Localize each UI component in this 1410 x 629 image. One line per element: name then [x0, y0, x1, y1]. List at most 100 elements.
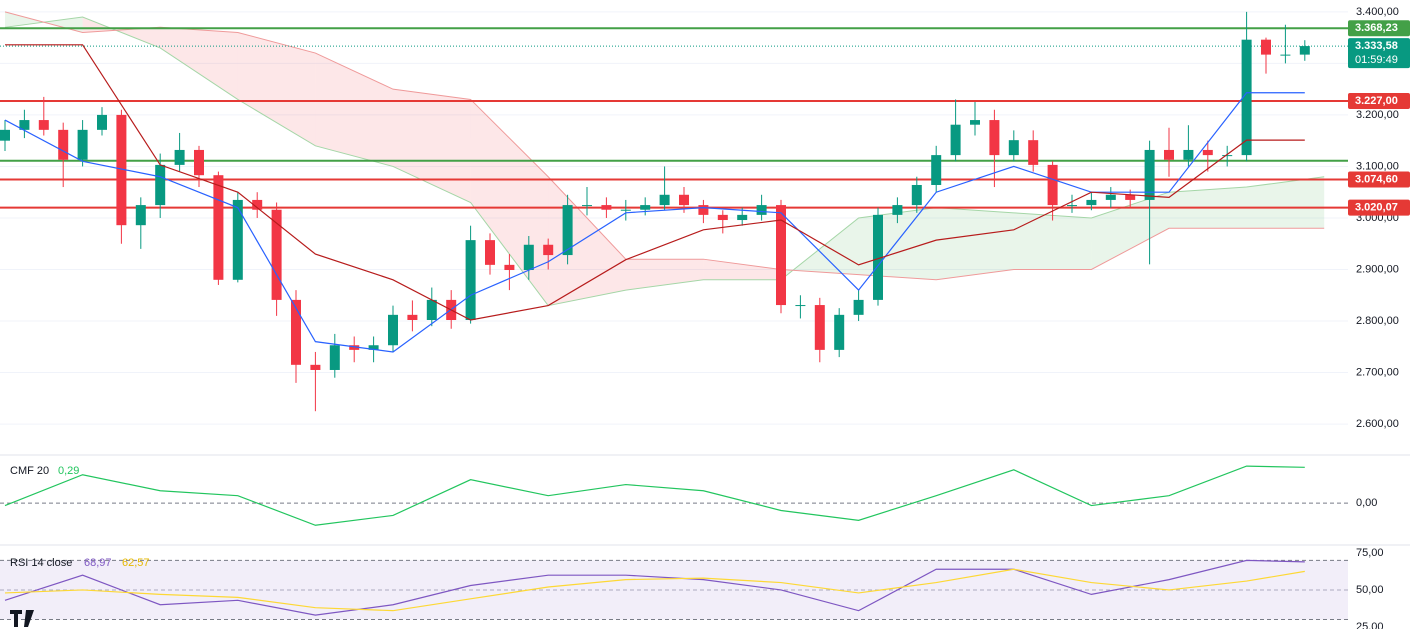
candle-body: [329, 345, 340, 370]
candle-body: [310, 364, 321, 370]
cmf-title: CMF 20: [10, 465, 49, 477]
indicator-line: [4, 559, 1305, 616]
y-tick-label: 75,00: [1356, 547, 1384, 559]
candle-body: [698, 205, 709, 215]
candle-body: [38, 120, 49, 130]
cmf-value: 0,29: [58, 465, 79, 477]
y-tick-label: 3.200,00: [1356, 109, 1399, 121]
candle-body: [194, 149, 204, 176]
y-tick-label: 25,00: [1356, 621, 1384, 629]
level-label-box: [1348, 92, 1410, 109]
y-tick-label: 2.600,00: [1356, 418, 1399, 430]
candle-body: [1241, 39, 1252, 156]
indicator-line: [5, 44, 1305, 321]
candle-body: [388, 314, 398, 346]
y-tick-label: 2.900,00: [1356, 263, 1399, 275]
candle-body: [1222, 155, 1233, 157]
candle-body: [252, 199, 263, 210]
cloud-segment: [1246, 176, 1325, 229]
indicator-line: [4, 92, 1305, 353]
countdown: 01:59:49: [1355, 54, 1398, 66]
candle-body: [349, 345, 360, 350]
candle-body: [814, 305, 825, 350]
candle-body: [679, 194, 689, 206]
candle-body: [1028, 140, 1039, 165]
cloud-segment: [936, 207, 1014, 280]
level-label: 3.368,23: [1355, 22, 1398, 34]
candle-body: [1164, 149, 1174, 160]
candle-body: [19, 120, 30, 130]
indicator-line: [4, 568, 1305, 612]
candle-body: [931, 155, 942, 185]
candle-body: [485, 240, 495, 265]
candle-body: [834, 314, 845, 350]
level-label-box: [1348, 20, 1410, 37]
candle-body: [873, 214, 883, 300]
cloud-segment: [237, 32, 316, 146]
candle-body: [1280, 54, 1291, 56]
candle-body: [989, 120, 1000, 156]
candle-body: [582, 205, 592, 207]
candle-body: [523, 244, 534, 271]
candle-body: [892, 205, 903, 215]
cloud-segment: [1013, 212, 1092, 270]
candle-body: [1183, 149, 1194, 160]
rsi-value: 68,97: [84, 557, 112, 569]
candle-body: [601, 205, 612, 210]
rsi-title: RSI 14 close: [10, 557, 72, 569]
candle-body: [232, 199, 243, 280]
last-price-box: [1348, 38, 1410, 69]
candle-body: [504, 264, 515, 271]
candle-body: [0, 129, 10, 141]
candle-body: [562, 205, 573, 256]
candle-body: [1047, 164, 1058, 206]
indicator-line: [4, 465, 1305, 526]
back-layer: [0, 11, 1410, 621]
candle-body: [77, 129, 88, 160]
candle-body: [1067, 205, 1077, 207]
candle-body: [543, 244, 554, 256]
candle-body: [135, 205, 146, 226]
y-tick-label: 3.100,00: [1356, 160, 1399, 172]
candle-body: [950, 124, 961, 156]
candle-body: [756, 205, 767, 215]
candle-body: [174, 149, 185, 165]
candle-body: [659, 194, 670, 206]
y-tick-label: 0,00: [1356, 497, 1377, 509]
y-tick-label: 3.400,00: [1356, 6, 1399, 18]
level-label-box: [1348, 199, 1410, 216]
candle-body: [116, 114, 127, 226]
candle-body: [291, 299, 301, 365]
candle-body: [853, 299, 864, 315]
candle-body: [155, 164, 166, 206]
candle-body: [1144, 149, 1155, 200]
candle-body: [1086, 199, 1097, 206]
candle-body: [737, 214, 748, 221]
candle-body: [426, 299, 437, 320]
candle-body: [368, 345, 379, 350]
cloud-segment: [160, 27, 238, 100]
candle-body: [271, 209, 282, 300]
candle-body: [795, 305, 806, 307]
rsi-band: [0, 560, 1348, 620]
level-label-box: [1348, 171, 1410, 188]
cloud-segment: [315, 53, 393, 167]
y-tick-label: 50,00: [1356, 584, 1384, 596]
candle-body: [58, 129, 69, 160]
candle-body: [620, 209, 631, 211]
last-price-label: 3.333,58: [1355, 40, 1398, 52]
candle-body: [465, 240, 476, 320]
level-label: 3.074,60: [1355, 173, 1398, 185]
y-tick-label: 2.700,00: [1356, 366, 1399, 378]
cloud-segment: [703, 259, 781, 280]
candle-body: [97, 114, 107, 130]
candle-body: [1261, 39, 1271, 55]
candle-body: [911, 184, 922, 206]
cloud-edge: [4, 16, 1325, 307]
candle-body: [407, 314, 418, 320]
candle-body: [640, 205, 651, 210]
candle-body: [776, 205, 786, 306]
candle-body: [970, 120, 980, 125]
